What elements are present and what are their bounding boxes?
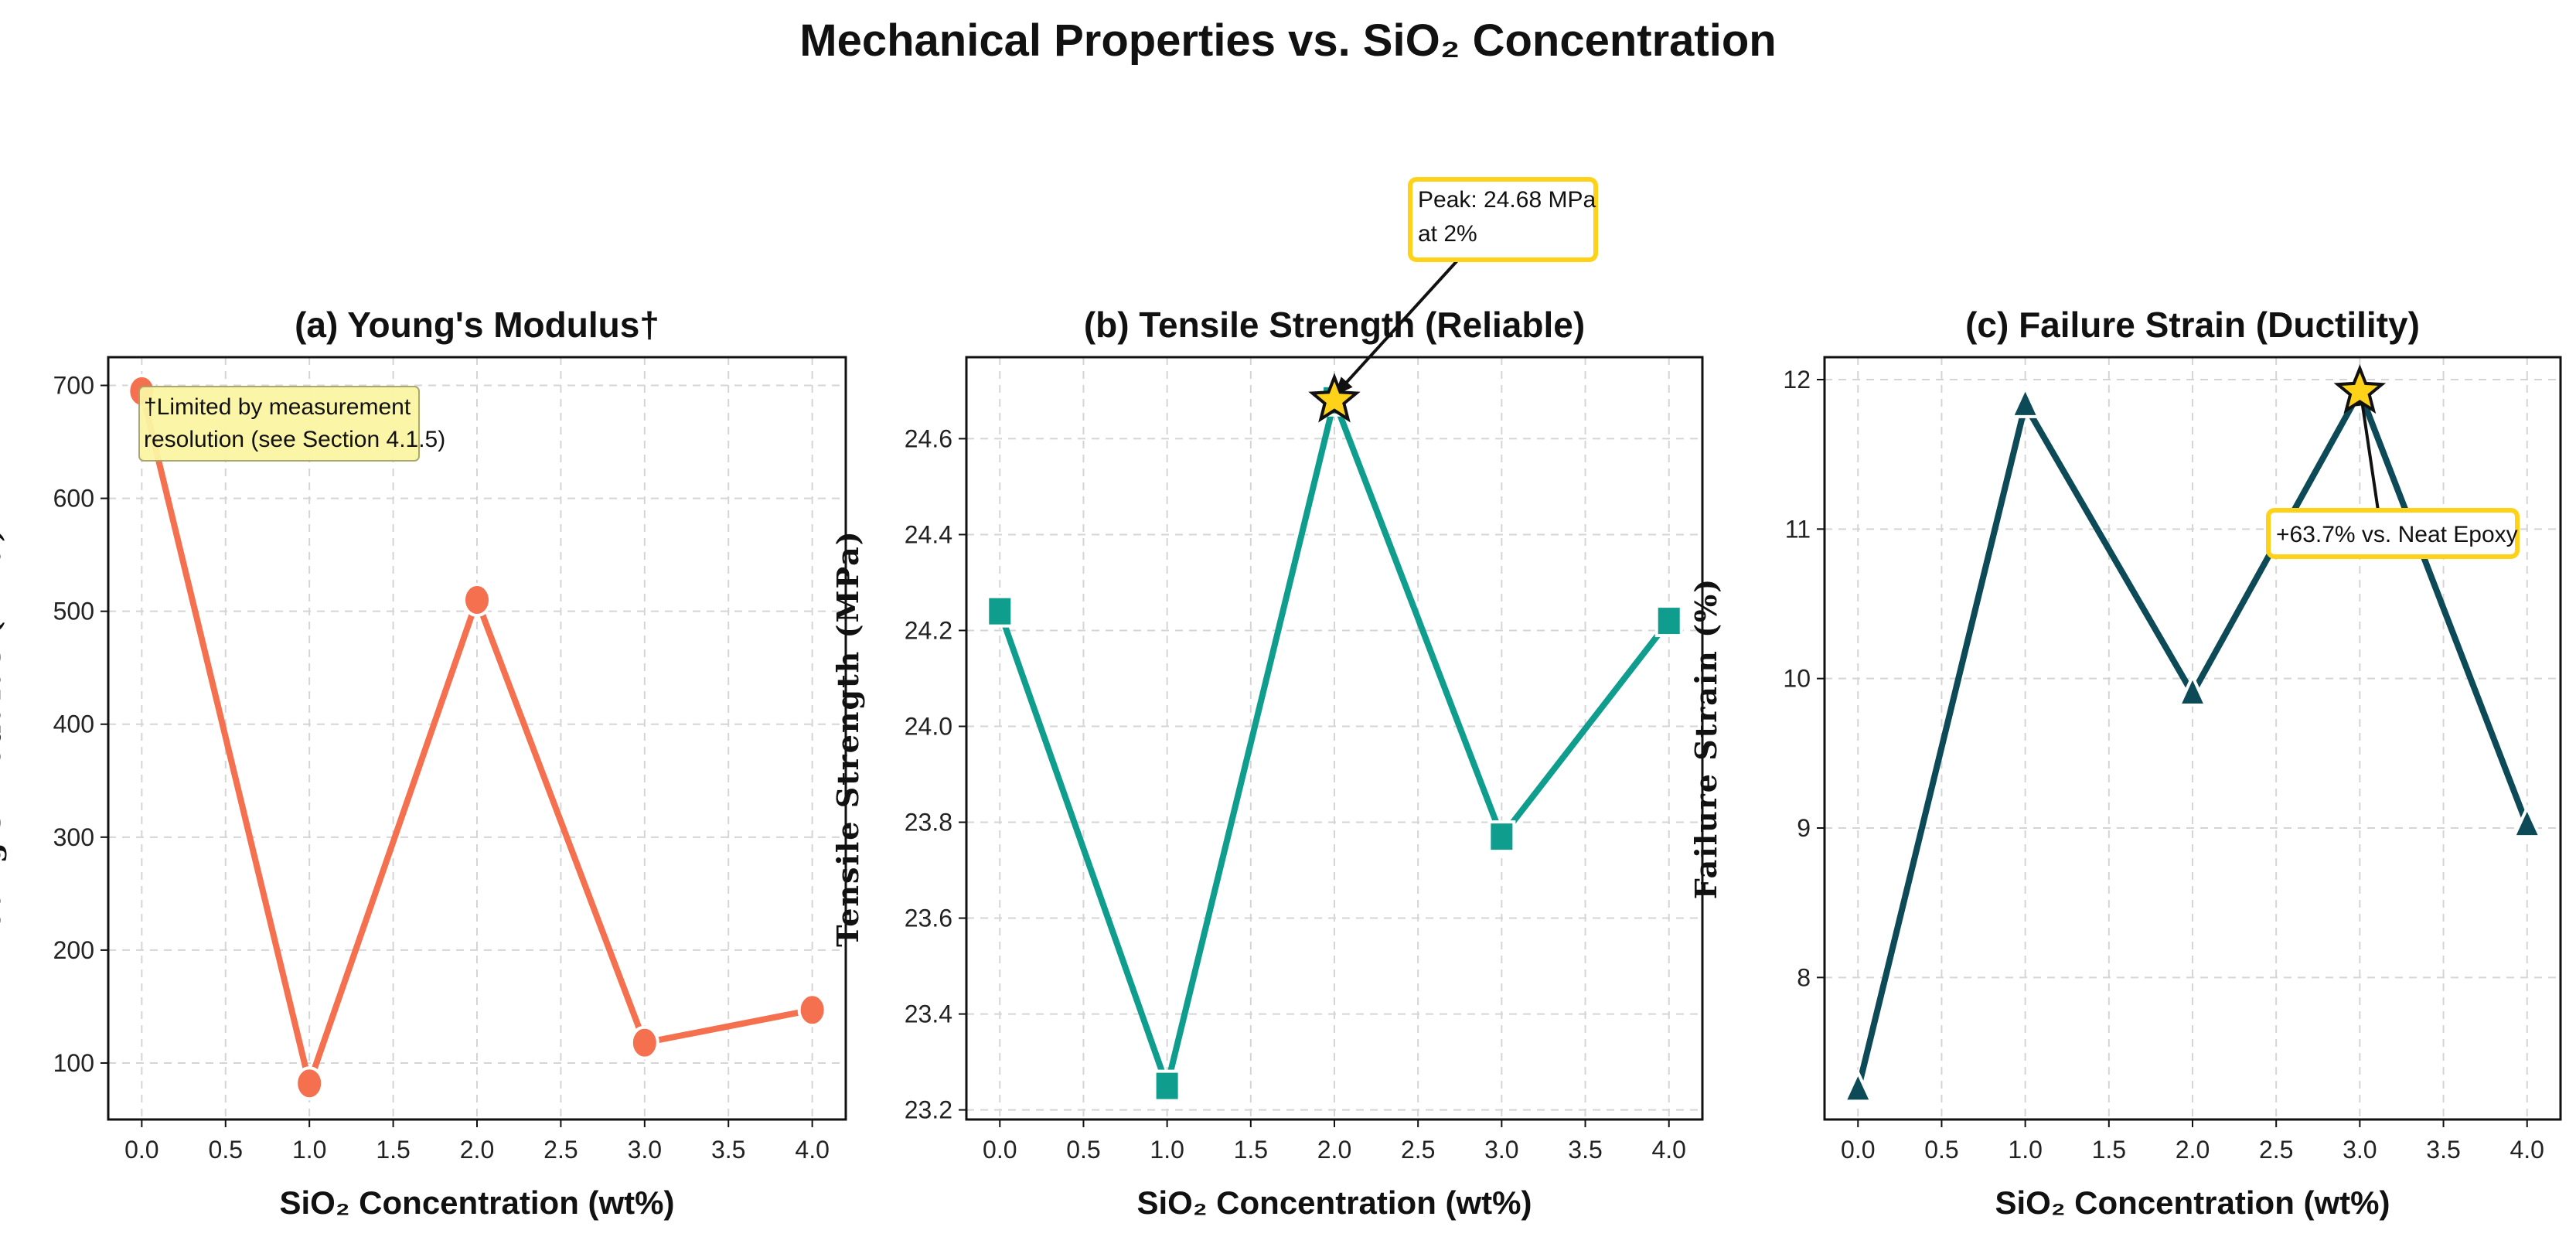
highlight-star-icon: [1308, 373, 1361, 423]
y-tick-label: 300: [53, 823, 94, 851]
data-point: [2009, 384, 2041, 418]
x-tick-label: 3.0: [2343, 1136, 2377, 1164]
x-axis-label: SiO₂ Concentration (wt%): [1995, 1184, 2390, 1221]
x-tick-label: 1.5: [1234, 1136, 1268, 1164]
x-tick-label: 1.5: [376, 1136, 410, 1164]
data-point: [1153, 1069, 1181, 1102]
x-tick-label: 4.0: [2510, 1136, 2544, 1164]
data-point: [295, 1066, 325, 1101]
chart-panel-3: 0.0 0.5 1.0 1.5 2.0 2.5 3.0 3.5 4.0 8 9 10 11 12 (c) F…: [1688, 305, 2562, 1221]
x-axis-label: SiO₂ Concentration (wt%): [280, 1184, 675, 1221]
x-tick-label: 3.0: [628, 1136, 662, 1164]
x-tick-label: 4.0: [1651, 1136, 1685, 1164]
callout-text: +63.7% vs. Neat Epoxy: [2276, 522, 2518, 547]
x-tick-label: 2.5: [2259, 1136, 2293, 1164]
y-tick-label: 700: [53, 372, 94, 400]
y-tick-label: 500: [53, 598, 94, 625]
y-tick-label: 10: [1783, 665, 1811, 693]
x-tick-label: 2.0: [1317, 1136, 1351, 1164]
chart-panel-1: 0.0 0.5 1.0 1.5 2.0 2.5 3.0 3.5 4.0 100 200 300 400 5…: [0, 305, 847, 1221]
callout-arrow: [2358, 387, 2380, 511]
y-tick-label: 23.8: [905, 809, 952, 837]
x-tick-label: 2.0: [460, 1136, 494, 1164]
x-tick-label: 3.5: [711, 1136, 745, 1164]
data-point: [797, 993, 827, 1027]
y-tick-label: 24.6: [905, 424, 952, 452]
y-tick-label: 11: [1785, 515, 1811, 543]
x-tick-label: 2.5: [1401, 1136, 1435, 1164]
x-tick-label: 1.0: [292, 1136, 326, 1164]
x-tick-label: 1.0: [1150, 1136, 1184, 1164]
callout-box: [1408, 177, 1598, 262]
highlight-star-icon: [2333, 364, 2387, 414]
callout-arrow: [1333, 258, 1460, 397]
callout-text: Peak: 24.68 MPa: [1418, 187, 1596, 213]
callout-text: at 2%: [1418, 221, 1477, 247]
y-tick-label: 23.4: [905, 1000, 952, 1028]
x-tick-label: 0.5: [1924, 1136, 1958, 1164]
y-axis-label: Failure Strain (%): [1688, 578, 1723, 899]
x-tick-label: 2.5: [543, 1136, 578, 1164]
x-tick-label: 0.0: [983, 1136, 1017, 1164]
y-axis-label: Young's Modulus (MPa): [0, 526, 7, 951]
y-tick-label: 12: [1783, 366, 1811, 394]
data-point: [1842, 1068, 1874, 1103]
x-tick-label: 4.0: [795, 1136, 829, 1164]
data-point: [986, 595, 1014, 628]
callout-box: [2266, 508, 2520, 559]
x-tick-label: 3.0: [1484, 1136, 1518, 1164]
note-text: †Limited by measurement: [144, 394, 411, 420]
data-point: [1654, 605, 1683, 638]
y-tick-label: 24.2: [905, 616, 952, 644]
x-tick-label: 3.5: [1568, 1136, 1602, 1164]
note-box: [138, 386, 420, 462]
y-tick-label: 9: [1797, 814, 1811, 842]
figure-title: Mechanical Properties vs. SiO₂ Concentra…: [799, 15, 1776, 66]
y-tick-label: 8: [1797, 963, 1811, 991]
panel-title: (c) Failure Strain (Ductility): [1965, 305, 2420, 345]
y-tick-label: 24.4: [905, 520, 952, 548]
data-point: [462, 583, 492, 618]
data-point: [2511, 804, 2543, 839]
y-axis-label: Tensile Strength (MPa): [830, 530, 865, 946]
y-tick-label: 200: [53, 936, 94, 964]
x-tick-label: 1.0: [2008, 1136, 2042, 1164]
x-tick-label: 2.0: [2176, 1136, 2210, 1164]
y-tick-label: 23.2: [905, 1096, 952, 1124]
x-axis-label: SiO₂ Concentration (wt%): [1137, 1184, 1532, 1221]
y-tick-label: 100: [53, 1049, 94, 1077]
x-tick-label: 3.5: [2426, 1136, 2460, 1164]
y-tick-label: 400: [53, 711, 94, 738]
data-point: [629, 1025, 659, 1060]
x-tick-label: 0.0: [124, 1136, 158, 1164]
x-tick-label: 1.5: [2092, 1136, 2126, 1164]
y-tick-label: 600: [53, 485, 94, 513]
chart-panel-2: 0.0 0.5 1.0 1.5 2.0 2.5 3.0 3.5 4.0 23.2 23.4 23.6 2…: [830, 177, 1704, 1221]
panel-title: (a) Young's Modulus†: [295, 305, 659, 345]
data-point: [2176, 673, 2209, 707]
data-point: [1487, 820, 1516, 854]
x-tick-label: 0.5: [209, 1136, 243, 1164]
x-tick-label: 0.0: [1841, 1136, 1875, 1164]
x-tick-label: 0.5: [1066, 1136, 1100, 1164]
y-tick-label: 23.6: [905, 905, 952, 932]
note-text: resolution (see Section 4.1.5): [144, 427, 445, 452]
panel-title: (b) Tensile Strength (Reliable): [1084, 305, 1585, 345]
y-tick-label: 24.0: [905, 712, 952, 740]
